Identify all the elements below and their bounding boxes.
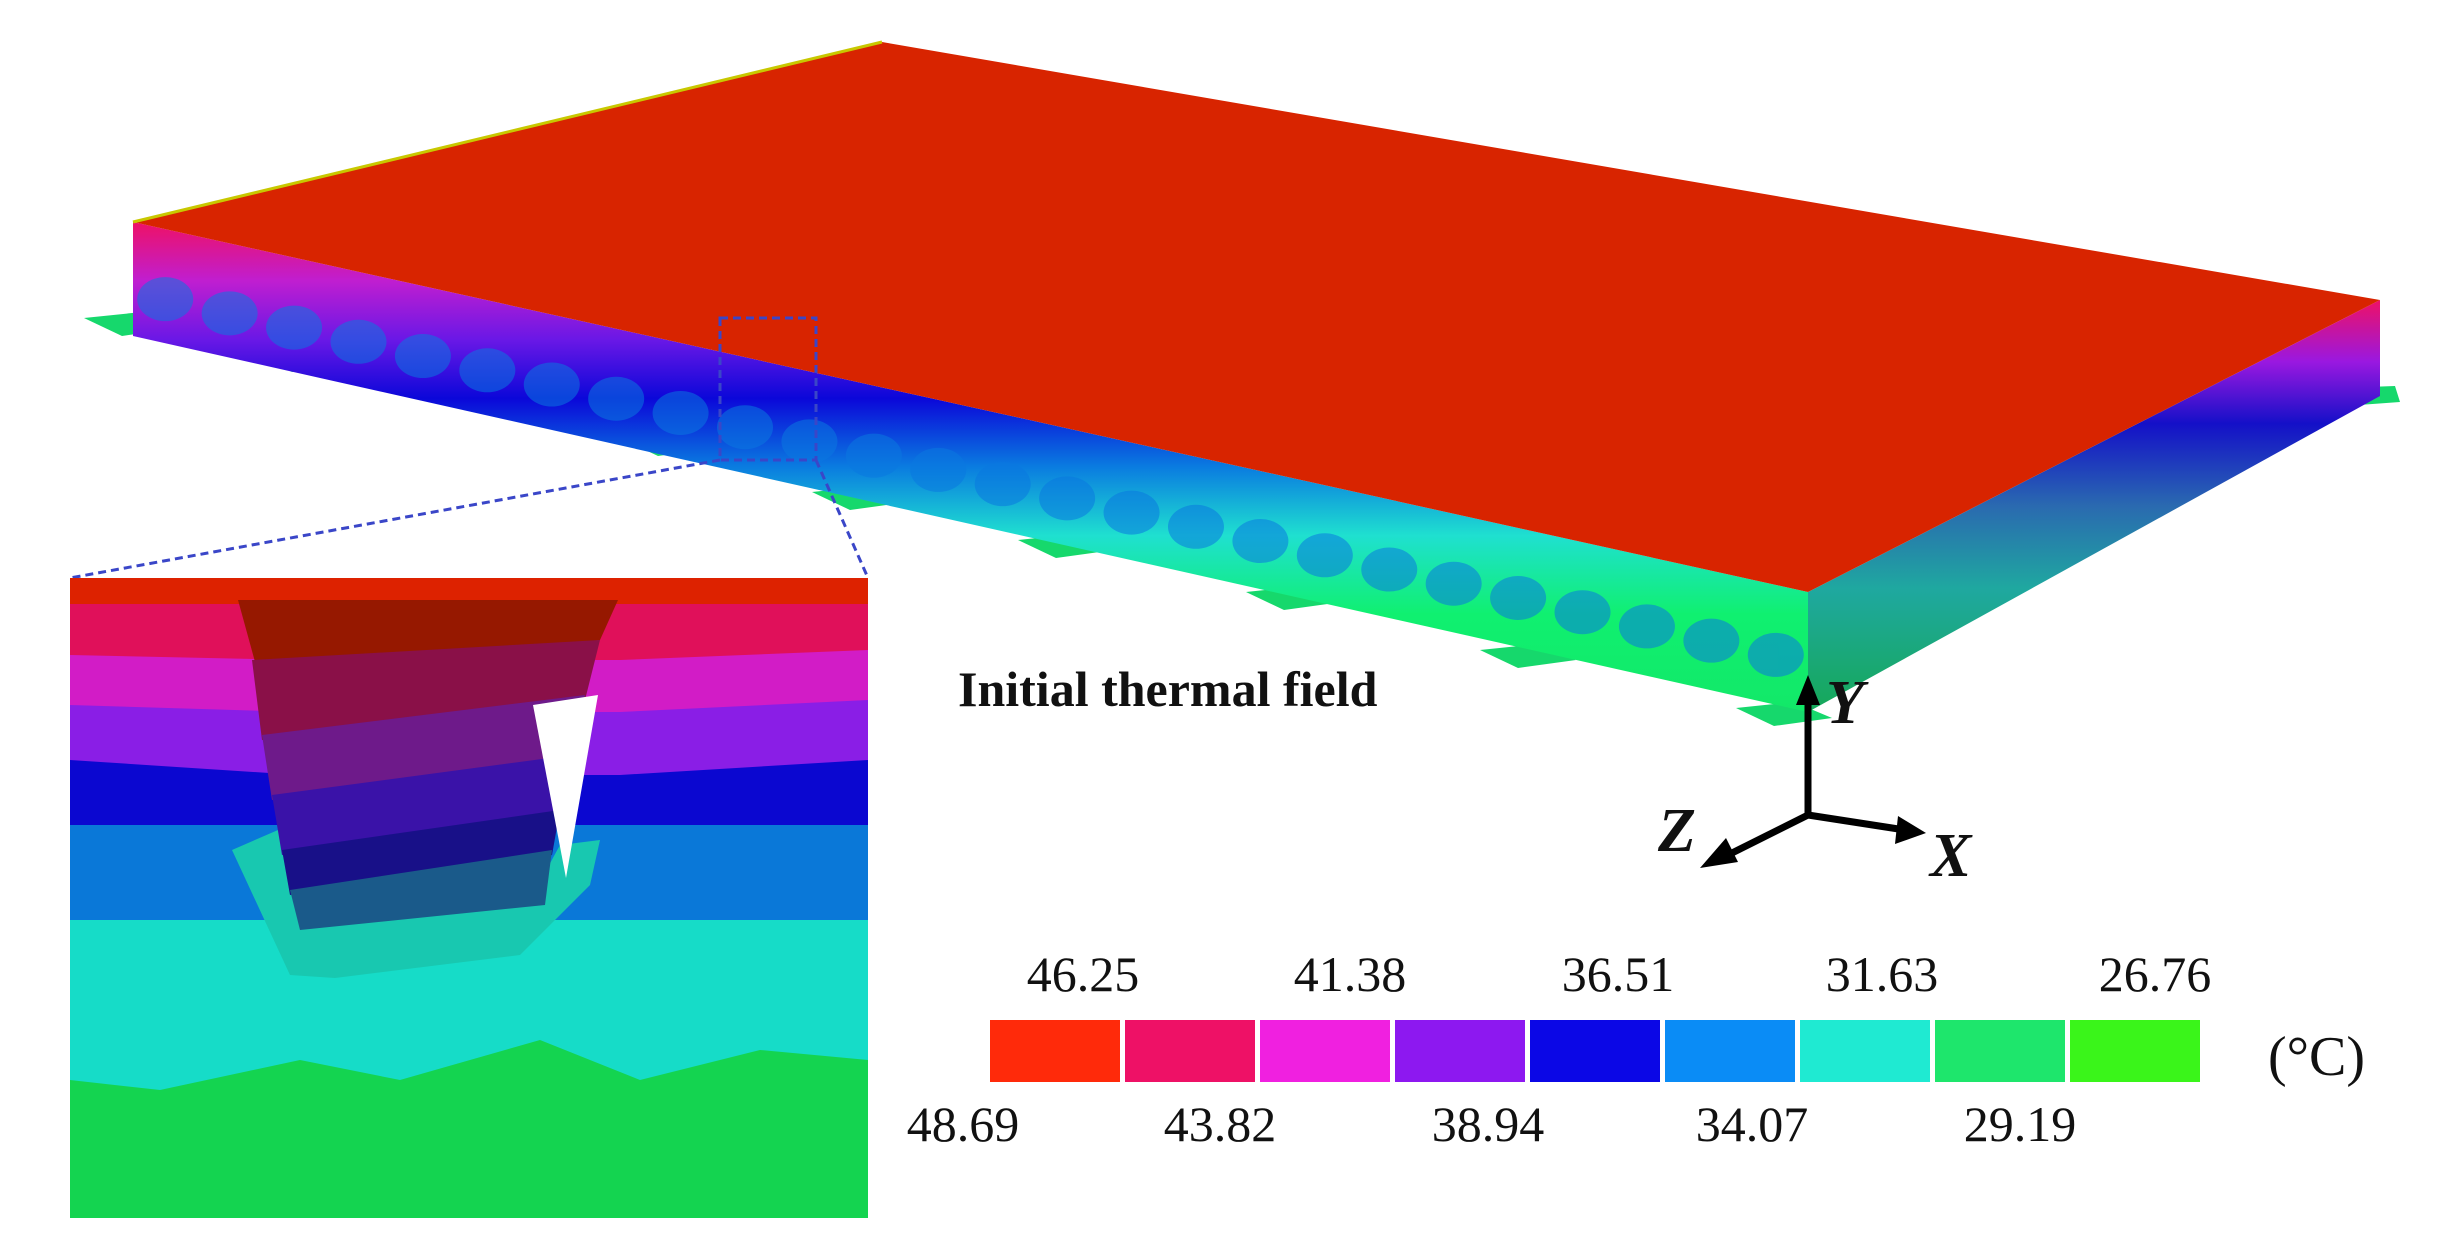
rib-bump xyxy=(1039,476,1096,521)
rib-stem-void xyxy=(533,695,598,878)
rib-bump xyxy=(1425,561,1482,606)
rib-bump xyxy=(1618,604,1675,649)
rib-bump xyxy=(266,305,323,350)
rib-stem-outline xyxy=(232,830,600,978)
inset-detail-view xyxy=(70,578,868,1218)
legend-swatch xyxy=(1530,1020,1660,1082)
slab-side-face xyxy=(1808,300,2380,712)
rib-bump xyxy=(1232,519,1289,564)
legend-swatch xyxy=(2070,1020,2200,1082)
rib-bump xyxy=(974,462,1031,507)
legend-top-tick: 41.38 xyxy=(1293,946,1407,1002)
rib-bump xyxy=(459,348,516,393)
rib-bump xyxy=(1103,490,1160,535)
legend-swatch xyxy=(1665,1020,1795,1082)
legend-unit: (°C) xyxy=(2268,1026,2366,1088)
legend-color-bar xyxy=(990,1020,2200,1082)
legend-swatch xyxy=(990,1020,1120,1082)
rib-bump xyxy=(910,447,967,492)
z-axis-arrow xyxy=(1726,811,1810,859)
rib-bump xyxy=(137,277,194,322)
legend-top-tick: 46.25 xyxy=(1026,946,1140,1002)
legend-top-tick: 31.63 xyxy=(1825,946,1939,1002)
rib-bump xyxy=(781,419,838,464)
legend-swatch xyxy=(1800,1020,1930,1082)
rib-bump xyxy=(201,291,258,336)
legend-top-tick: 36.51 xyxy=(1561,946,1675,1002)
legend-bottom-tick: 48.69 xyxy=(906,1096,1020,1152)
rib-bump xyxy=(330,319,387,364)
x-axis-arrow xyxy=(1807,811,1906,834)
rib-bump xyxy=(523,362,580,407)
slab-top-surface xyxy=(133,42,2380,592)
legend-swatch xyxy=(1935,1020,2065,1082)
legend-swatch xyxy=(1395,1020,1525,1082)
inset-band xyxy=(70,910,868,1090)
z-axis-label: Z xyxy=(1658,797,1696,865)
detail-box xyxy=(718,316,818,462)
rib-bump xyxy=(652,390,709,435)
legend-bottom-tick: 34.07 xyxy=(1695,1096,1809,1152)
inset-band xyxy=(70,578,868,604)
rib-bump xyxy=(394,334,451,379)
rib-bump xyxy=(1747,632,1804,677)
rib-bump xyxy=(1554,590,1611,635)
legend-swatch xyxy=(1260,1020,1390,1082)
rib-bump xyxy=(1361,547,1418,592)
detail-leader-left xyxy=(69,458,721,580)
detail-leader-right xyxy=(814,459,870,579)
slab-top-edge xyxy=(132,40,883,224)
figure-title: Initial thermal field xyxy=(958,661,1378,717)
legend-bottom-tick: 43.82 xyxy=(1163,1096,1277,1152)
rib-bump xyxy=(1490,575,1547,620)
rib-bump xyxy=(588,376,645,421)
rib-bump xyxy=(717,405,774,450)
legend-top-tick: 26.76 xyxy=(2098,946,2212,1002)
rib-bump xyxy=(1296,533,1353,578)
rib-bump xyxy=(1683,618,1740,663)
x-axis-label: X xyxy=(1930,822,1972,890)
rib-bump xyxy=(845,433,902,478)
legend-swatch xyxy=(1125,1020,1255,1082)
rib-pattern xyxy=(137,277,1804,677)
y-axis-label: Y xyxy=(1826,669,1864,737)
legend-bottom-tick: 38.94 xyxy=(1431,1096,1545,1152)
rib-bump xyxy=(1167,504,1224,549)
coordinate-axes xyxy=(1700,675,1926,868)
legend-bottom-tick: 29.19 xyxy=(1963,1096,2077,1152)
